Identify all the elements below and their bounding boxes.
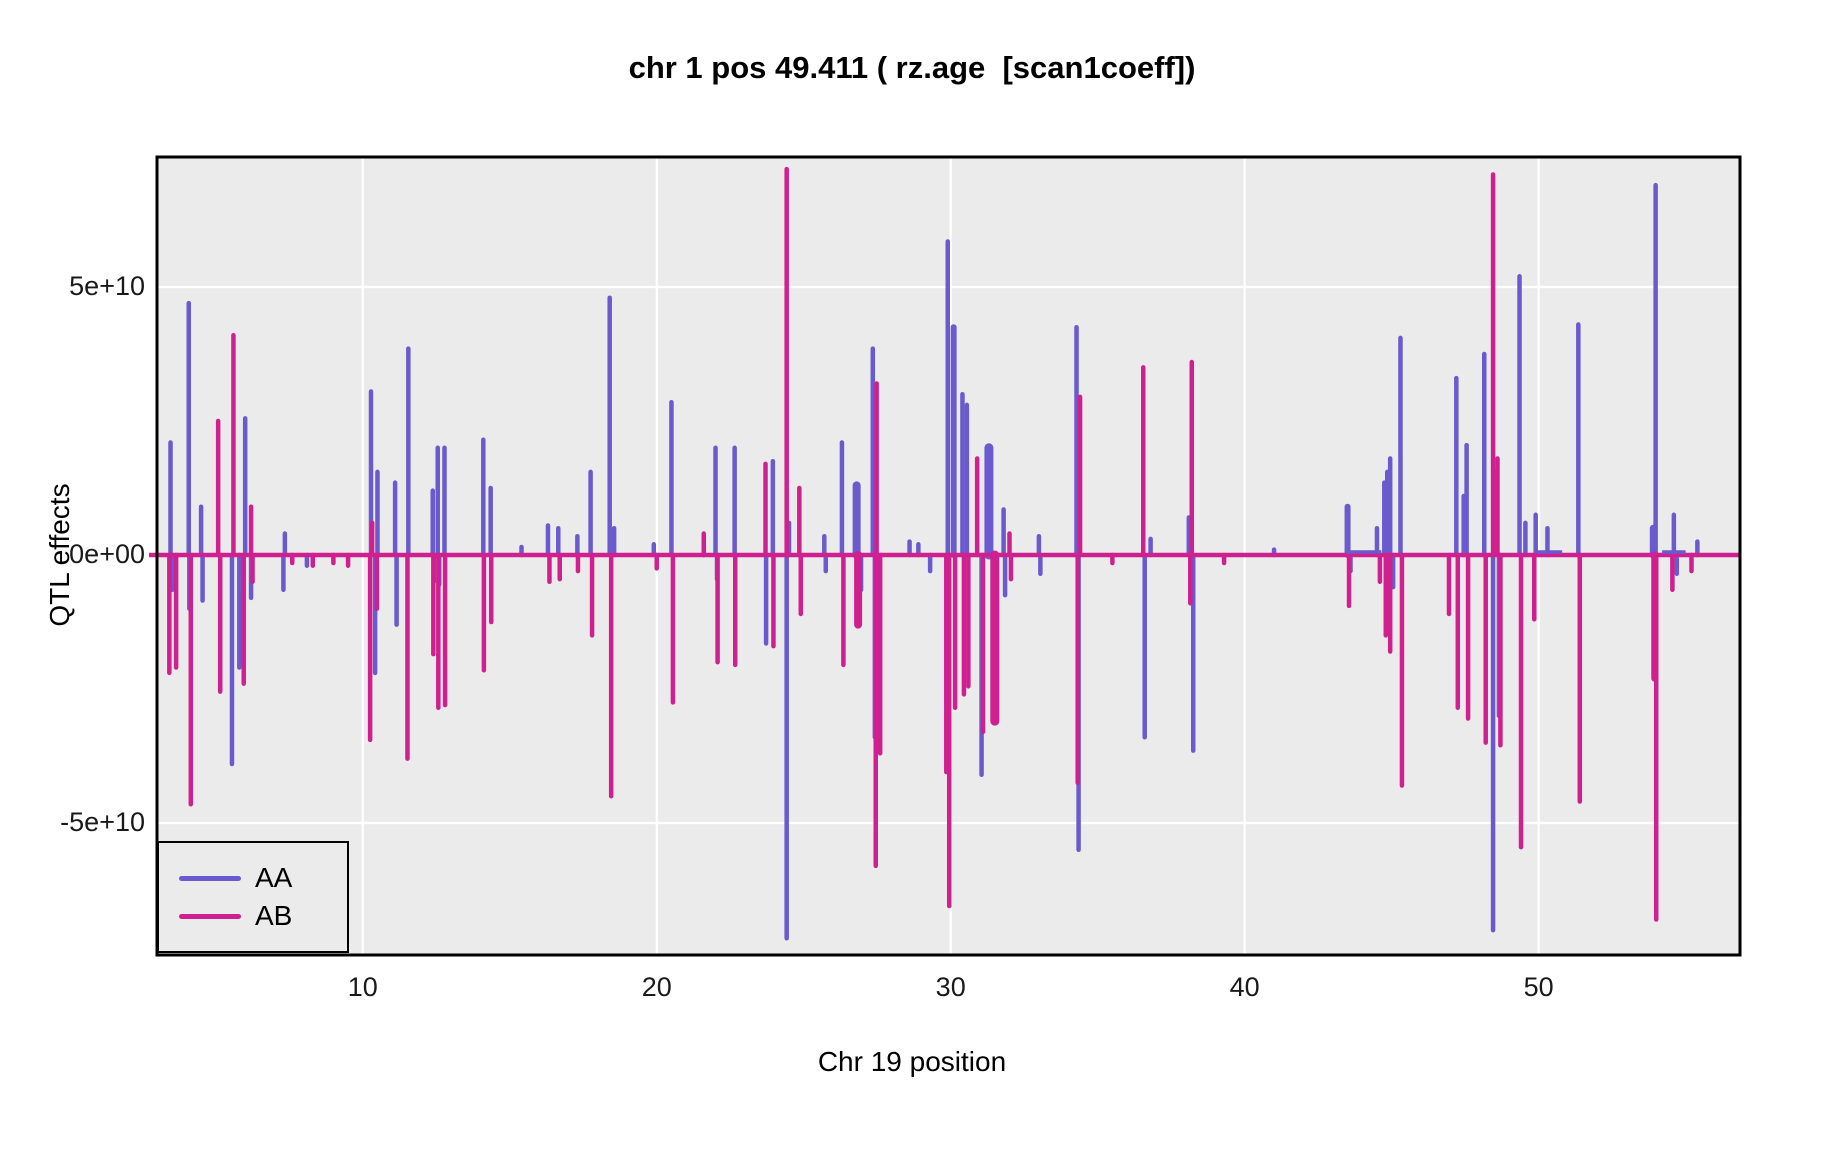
y-tick-label-0: 0e+00 bbox=[69, 539, 145, 569]
legend-label-ab: AB bbox=[255, 900, 293, 931]
aa-line-swatch bbox=[179, 875, 241, 881]
y-tick-label-5e10: 5e+10 bbox=[69, 271, 145, 301]
legend-label-aa: AA bbox=[255, 862, 293, 893]
x-tick-label-30: 30 bbox=[935, 972, 966, 1002]
x-axis-title: Chr 19 position bbox=[817, 1046, 1007, 1077]
x-tick-label-20: 20 bbox=[641, 972, 672, 1002]
legend-entry-ab: AB bbox=[159, 902, 347, 930]
ab-line-swatch bbox=[179, 913, 241, 919]
legend-entry-aa: AA bbox=[159, 864, 347, 892]
legend: AA AB bbox=[157, 841, 349, 953]
y-tick-label-neg5e10: -5e+10 bbox=[60, 807, 145, 837]
y-axis-title: QTL effects bbox=[44, 483, 75, 627]
x-tick-label-40: 40 bbox=[1229, 972, 1260, 1002]
chart-title: chr 1 pos 49.411 ( rz.age [scan1coeff]) bbox=[628, 50, 1196, 85]
x-tick-label-10: 10 bbox=[347, 972, 378, 1002]
x-tick-label-50: 50 bbox=[1523, 972, 1554, 1002]
